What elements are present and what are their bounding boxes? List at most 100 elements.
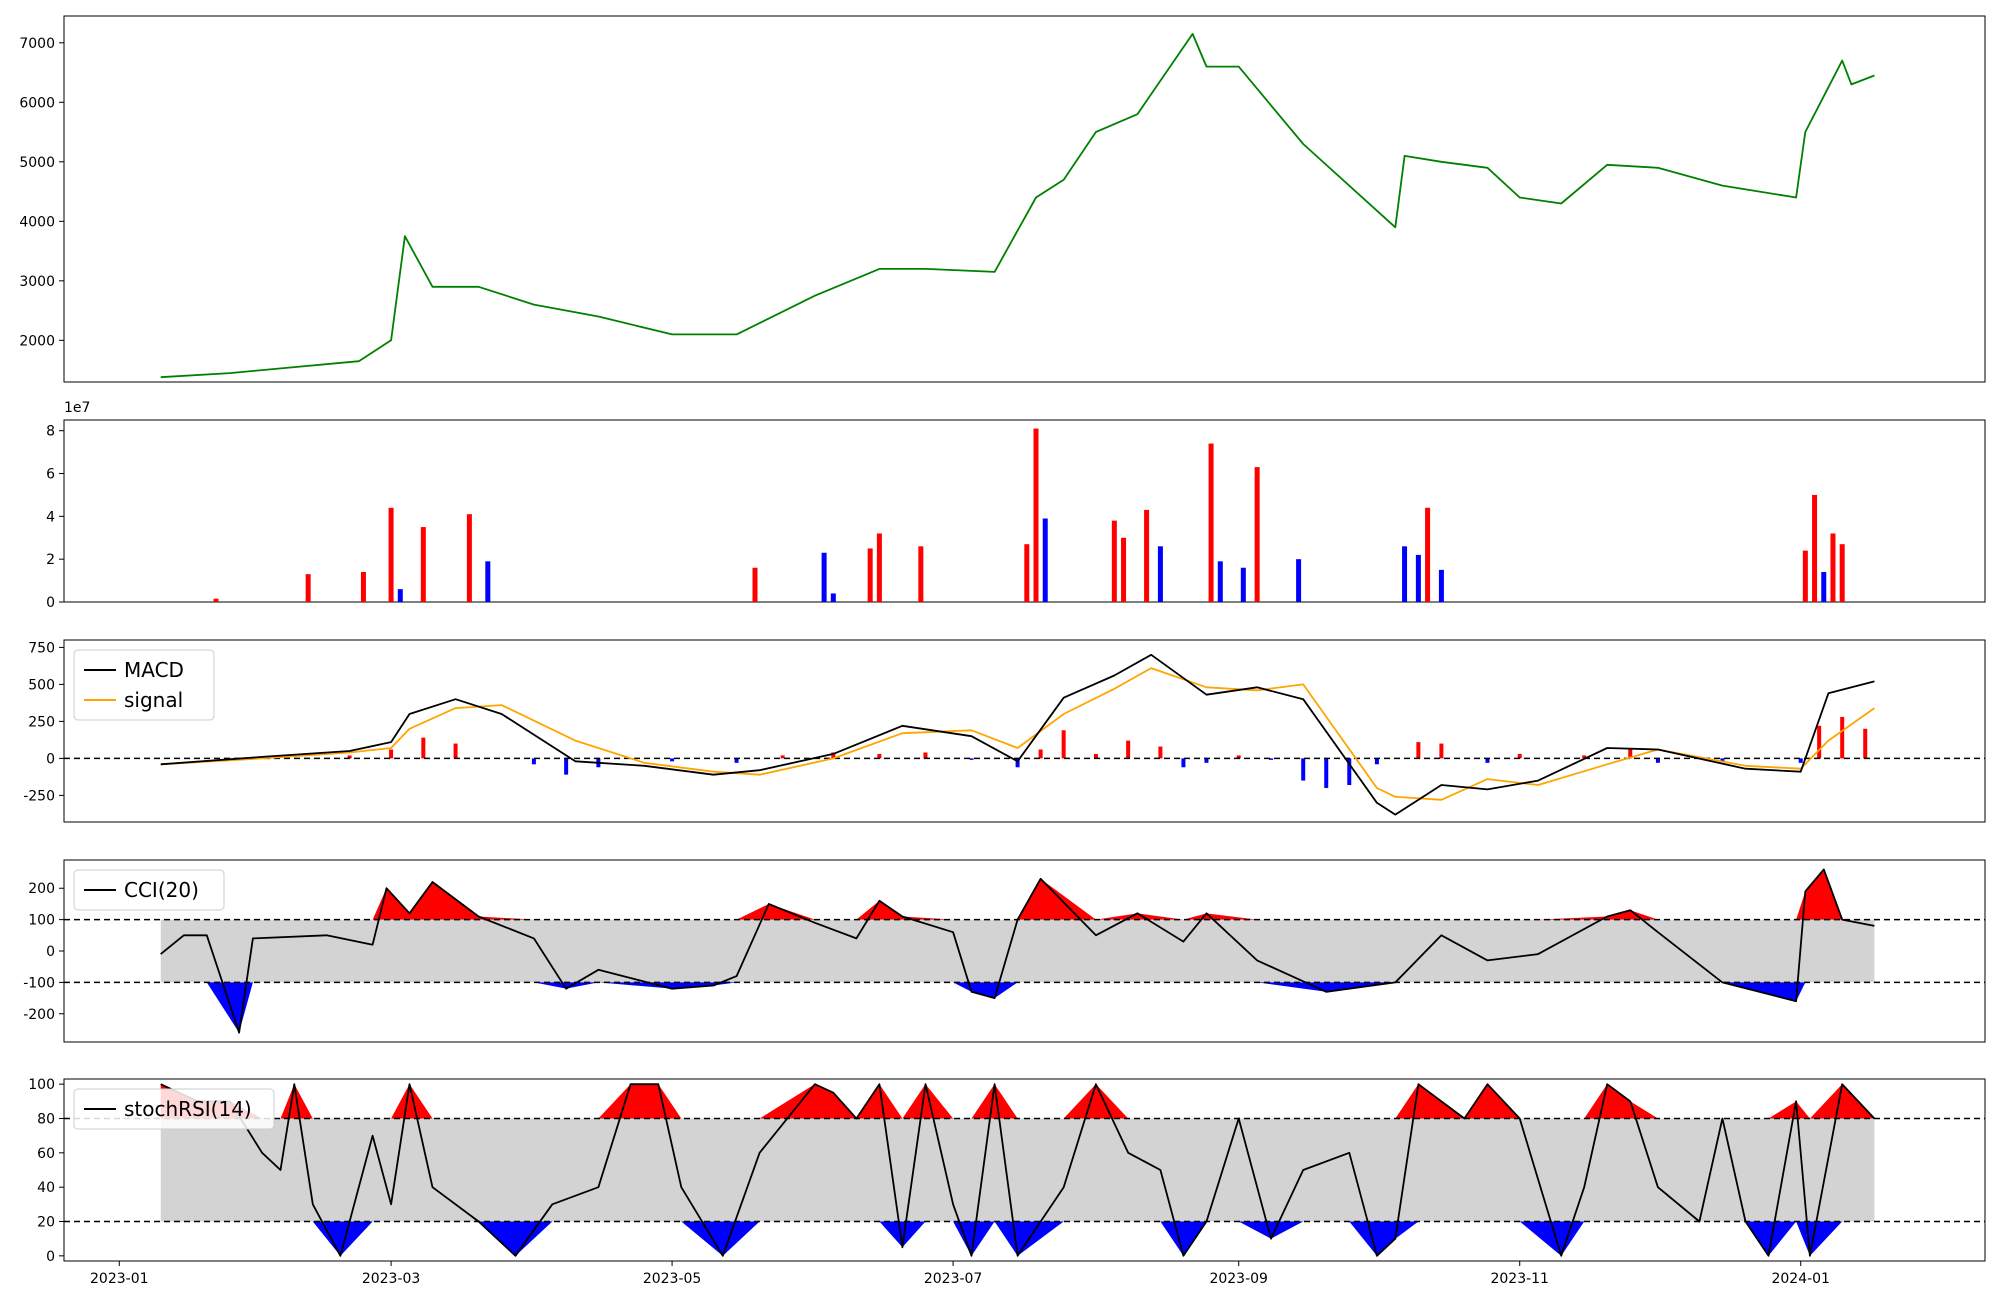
volume-bar	[1821, 572, 1827, 602]
y-tick-label: 100	[28, 913, 55, 929]
volume-bar	[420, 527, 426, 602]
legend-label: MACD	[124, 658, 184, 682]
macd-histogram-bar	[1015, 758, 1020, 768]
volume-bar	[1217, 561, 1223, 602]
macd-histogram-bar	[1416, 742, 1421, 759]
macd-histogram-bar	[1374, 758, 1379, 765]
y-tick-label: 500	[28, 677, 55, 693]
price-panel: 2000 3000 4000 5000 6000 7000	[19, 15, 1986, 383]
neutral-band-fill	[160, 919, 1875, 983]
y-tick-label: 60	[37, 1146, 55, 1162]
volume-bar	[1033, 428, 1039, 602]
volume-bar	[485, 561, 491, 602]
macd-line	[160, 653, 1875, 816]
volume-bar	[1042, 518, 1048, 602]
macd-histogram-bar	[1655, 758, 1660, 763]
macd-histogram-bar	[1840, 716, 1845, 759]
macd-panel: -250 0 250 500 750 MACD signal	[23, 639, 1986, 823]
price-line	[160, 33, 1875, 379]
macd-histogram-bar	[969, 758, 974, 760]
neutral-band-fill	[160, 1118, 1875, 1222]
macd-histogram-bar	[1236, 755, 1241, 759]
macd-histogram-bar	[1324, 758, 1329, 788]
volume-bar	[1839, 544, 1845, 602]
macd-histogram-bar	[670, 758, 675, 762]
panel-frame	[63, 639, 1986, 823]
macd-histogram-bar	[1798, 758, 1803, 763]
macd-histogram-bar	[1126, 740, 1131, 759]
y-tick-label: 0	[46, 595, 55, 611]
stochrsi-panel: 0 20 40 60 80 100 stochRSI(14)	[28, 1077, 1986, 1265]
legend-box	[73, 649, 215, 721]
volume-bar	[213, 598, 219, 602]
macd-histogram-bar	[1628, 749, 1633, 759]
macd-histogram-bar	[1093, 753, 1098, 759]
volume-bar	[1830, 533, 1836, 602]
macd-histogram-bar	[1181, 758, 1186, 768]
volume-bar	[1812, 494, 1818, 602]
volume-bar	[1111, 520, 1117, 602]
volume-bar	[876, 533, 882, 602]
macd-histogram-bar	[1439, 743, 1444, 759]
volume-bar	[1296, 559, 1302, 602]
macd-histogram-bar	[877, 753, 882, 759]
volume-bar	[305, 574, 311, 602]
volume-bar	[466, 514, 472, 602]
y-tick-label: -200	[23, 1007, 55, 1023]
macd-histogram-bar	[421, 737, 426, 759]
macd-histogram-bar	[1061, 730, 1066, 759]
macd-histogram-bar	[1038, 749, 1043, 759]
y-tick-label: 250	[28, 714, 55, 730]
y-tick-label: 4000	[19, 214, 55, 230]
cci-line	[160, 868, 1875, 1034]
legend-label: signal	[124, 688, 183, 712]
volume-bar	[1024, 544, 1030, 602]
volume-bar	[752, 567, 758, 602]
volume-bar	[918, 546, 924, 602]
volume-bar	[1254, 467, 1260, 602]
macd-histogram-bar	[1582, 755, 1587, 759]
volume-offset-label: 1e7	[64, 400, 90, 416]
y-tick-label: 8	[46, 424, 55, 440]
legend-box	[73, 869, 225, 911]
volume-panel: 0 2 4 6 8 1e7	[46, 400, 1986, 611]
macd-histogram-bar	[453, 743, 458, 759]
y-tick-label: 80	[37, 1111, 55, 1127]
oversold-fill	[160, 1221, 1875, 1256]
macd-histogram-bar	[564, 758, 569, 775]
macd-histogram-bar	[1720, 758, 1725, 762]
volume-bar	[1240, 567, 1246, 602]
volume-bar	[1121, 537, 1127, 602]
legend-label: stochRSI(14)	[124, 1097, 252, 1121]
y-tick-label: 200	[28, 881, 55, 897]
volume-bar	[830, 593, 836, 602]
macd-histogram-bar	[831, 752, 836, 759]
x-tick-label: 2023-03	[362, 1271, 421, 1287]
volume-bar	[360, 572, 366, 602]
volume-bar	[1144, 509, 1150, 602]
macd-histogram-bar	[1485, 758, 1490, 763]
y-tick-label: 0	[46, 944, 55, 960]
volume-bar	[867, 548, 873, 602]
macd-histogram-bar	[734, 758, 739, 763]
signal-line	[160, 667, 1875, 801]
overbought-fill	[160, 869, 1875, 920]
x-tick-label: 2023-09	[1209, 1271, 1268, 1287]
volume-bar	[1802, 550, 1808, 602]
y-tick-label: 7000	[19, 36, 55, 52]
macd-histogram-bar	[1158, 746, 1163, 759]
y-tick-label: 750	[28, 640, 55, 656]
y-tick-label: 3000	[19, 274, 55, 290]
panel-frame	[63, 1078, 1986, 1262]
volume-bar	[821, 552, 827, 602]
volume-bar	[1425, 507, 1431, 602]
volume-bar	[397, 589, 403, 602]
legend-label: CCI(20)	[124, 878, 199, 902]
y-tick-label: 0	[46, 1249, 55, 1265]
macd-histogram-bar	[1301, 758, 1306, 781]
volume-bar	[1438, 569, 1444, 602]
date-x-axis: 2023-01 2023-03 2023-05 2023-07 2023-09 2023-…	[90, 1261, 1830, 1287]
y-tick-label: 5000	[19, 155, 55, 171]
oversold-fill	[160, 982, 1875, 1033]
